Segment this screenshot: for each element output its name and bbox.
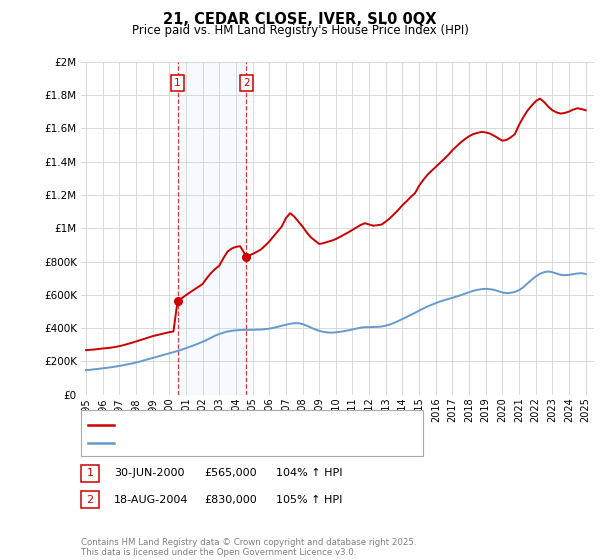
Text: 30-JUN-2000: 30-JUN-2000 <box>114 468 185 478</box>
Text: 105% ↑ HPI: 105% ↑ HPI <box>276 494 343 505</box>
Text: 21, CEDAR CLOSE, IVER, SL0 0QX (detached house): 21, CEDAR CLOSE, IVER, SL0 0QX (detached… <box>121 420 391 430</box>
Bar <box>178 62 247 395</box>
Text: 2: 2 <box>243 78 250 88</box>
Text: 21, CEDAR CLOSE, IVER, SL0 0QX: 21, CEDAR CLOSE, IVER, SL0 0QX <box>163 12 437 27</box>
Text: 1: 1 <box>86 468 94 478</box>
Text: Price paid vs. HM Land Registry's House Price Index (HPI): Price paid vs. HM Land Registry's House … <box>131 24 469 36</box>
Text: 1: 1 <box>174 78 181 88</box>
Text: 2: 2 <box>86 494 94 505</box>
Text: HPI: Average price, detached house, Buckinghamshire: HPI: Average price, detached house, Buck… <box>121 438 404 448</box>
Text: 18-AUG-2004: 18-AUG-2004 <box>114 494 188 505</box>
Text: 104% ↑ HPI: 104% ↑ HPI <box>276 468 343 478</box>
Text: £565,000: £565,000 <box>204 468 257 478</box>
Text: Contains HM Land Registry data © Crown copyright and database right 2025.
This d: Contains HM Land Registry data © Crown c… <box>81 538 416 557</box>
Text: £830,000: £830,000 <box>204 494 257 505</box>
